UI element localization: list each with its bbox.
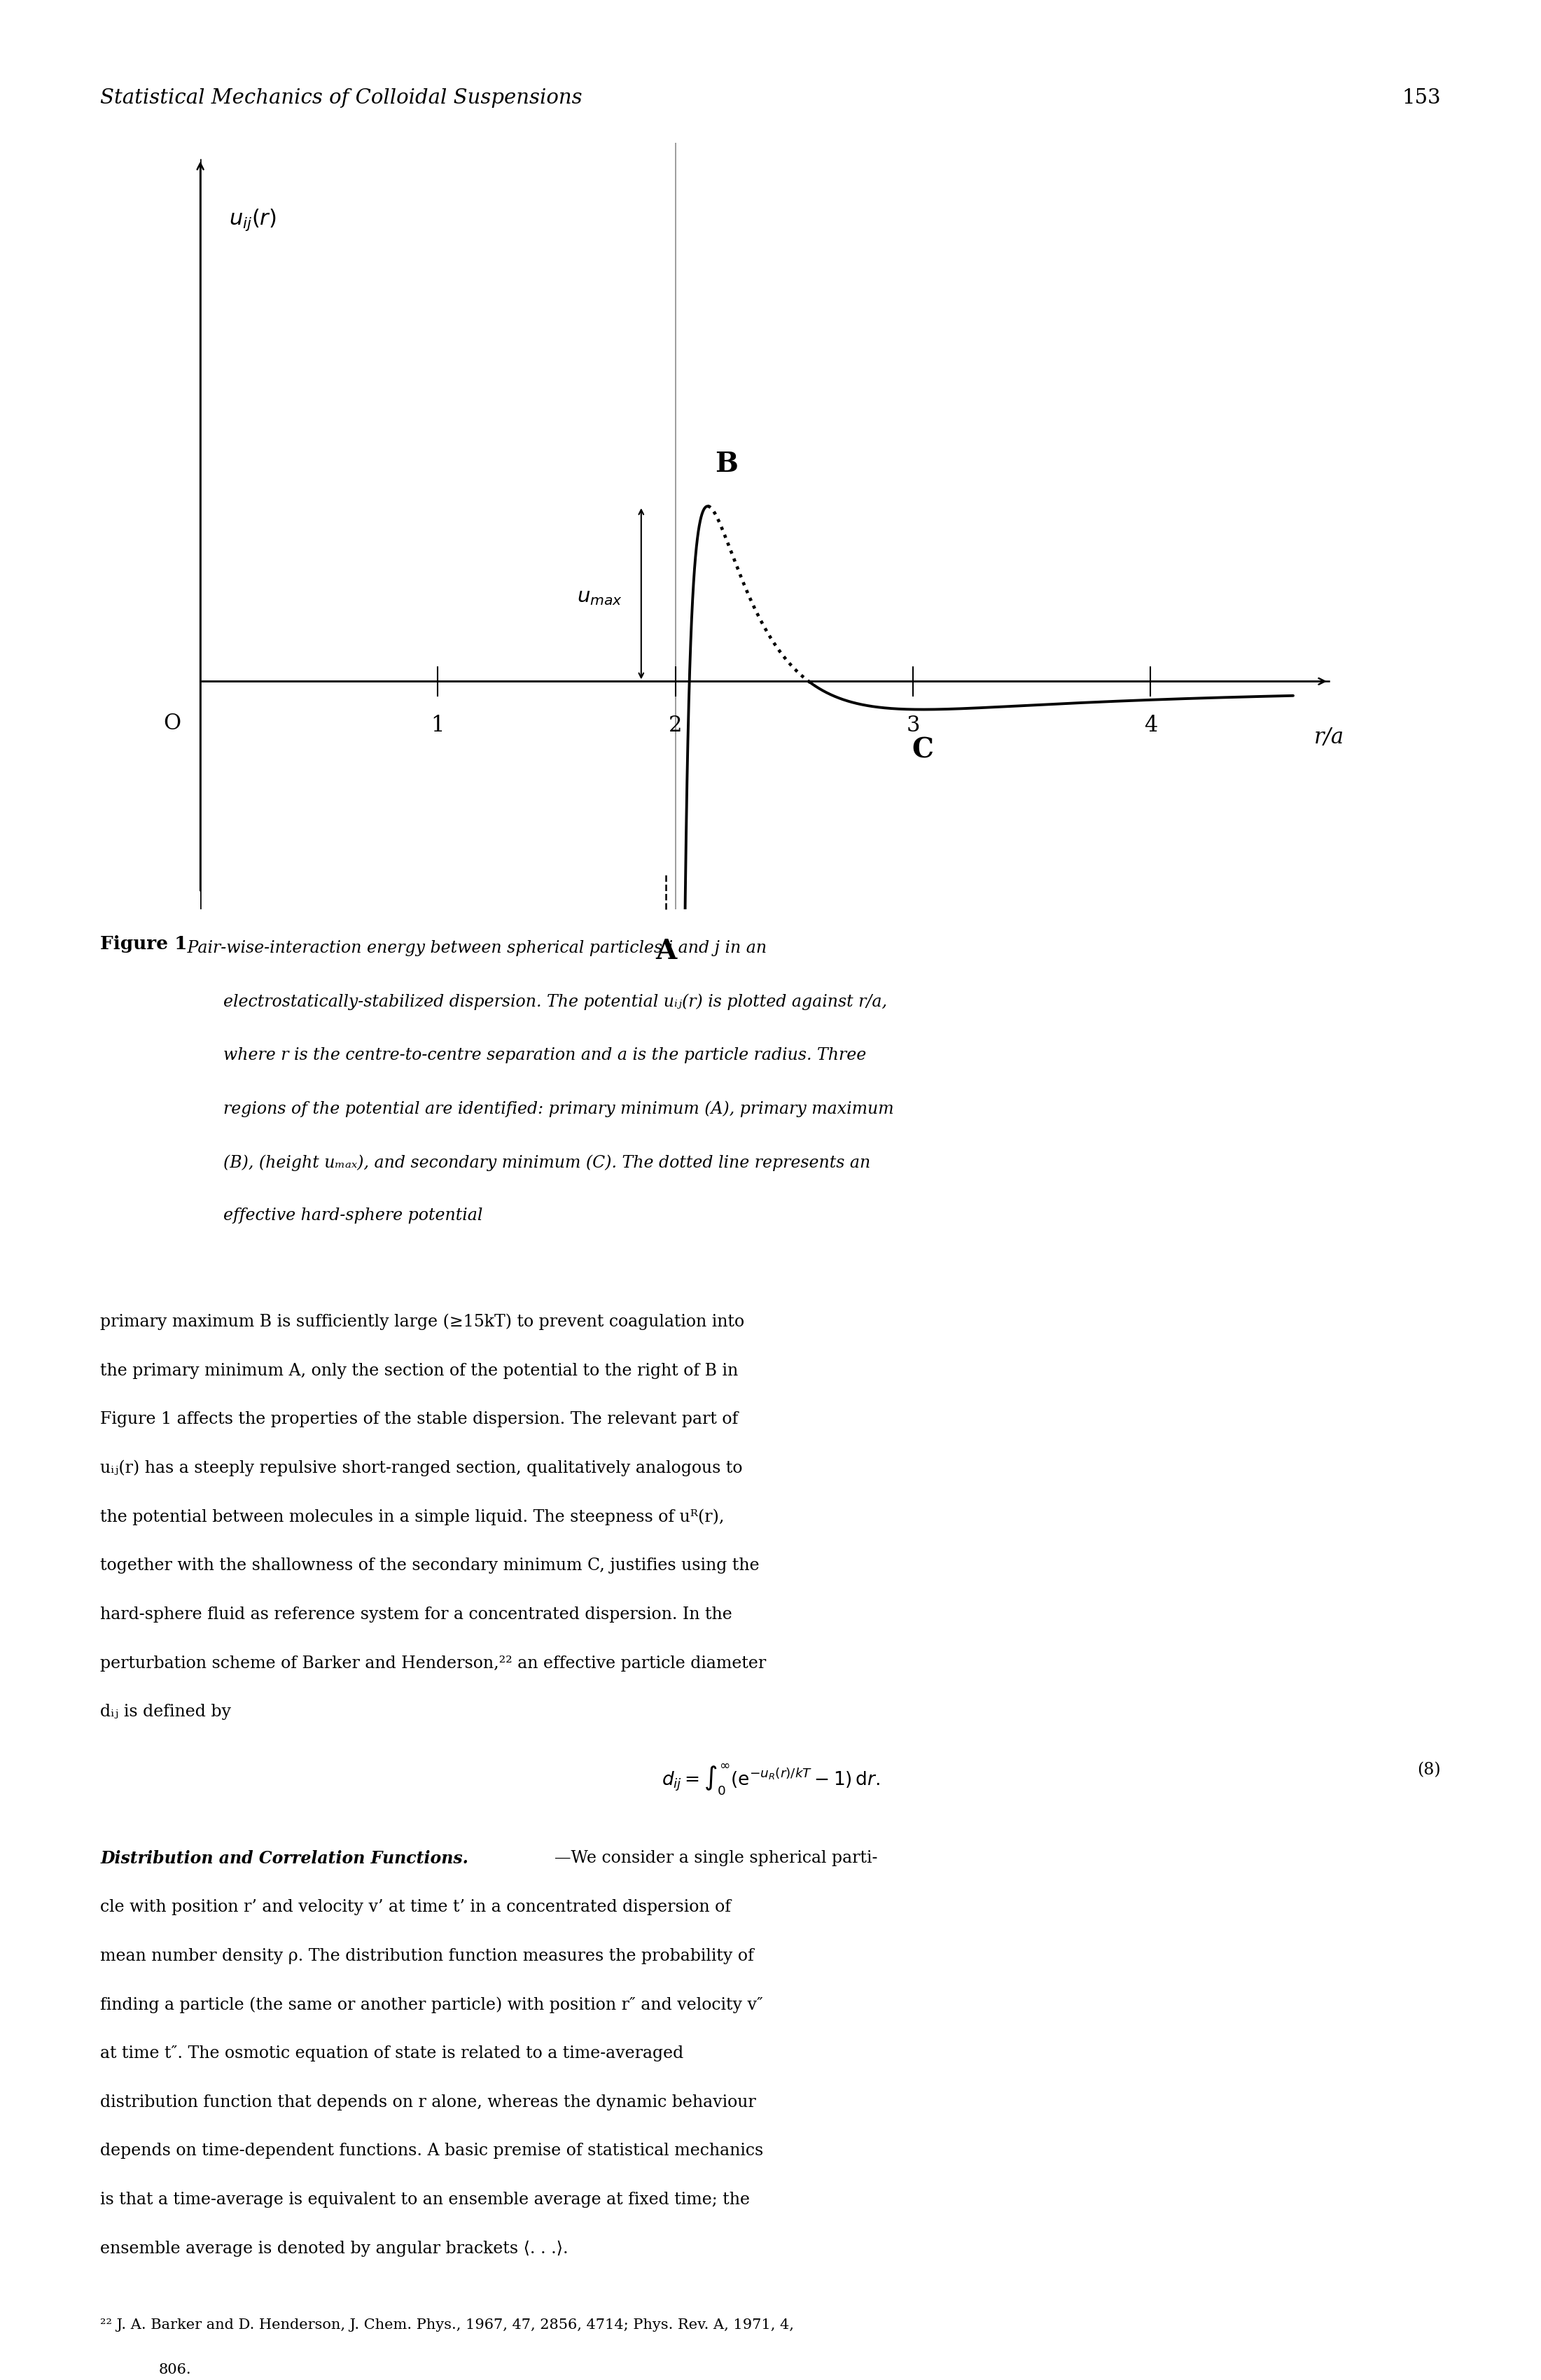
Text: Pair-wise-interaction energy between spherical particles i and j in an: Pair-wise-interaction energy between sph… [182,940,766,957]
Text: at time t″. The osmotic equation of state is related to a time-averaged: at time t″. The osmotic equation of stat… [100,2044,684,2061]
Text: 806.: 806. [159,2363,191,2378]
Text: the potential between molecules in a simple liquid. The steepness of uᴿ(r),: the potential between molecules in a sim… [100,1509,724,1526]
Text: where r is the centre-to-centre separation and a is the particle radius. Three: where r is the centre-to-centre separati… [223,1047,866,1064]
Text: ²² J. A. Barker and D. Henderson, J. Chem. Phys., 1967, 47, 2856, 4714; Phys. Re: ²² J. A. Barker and D. Henderson, J. Che… [100,2318,794,2332]
Text: distribution function that depends on r alone, whereas the dynamic behaviour: distribution function that depends on r … [100,2094,757,2111]
Text: uᵢⱼ(r) has a steeply repulsive short-ranged section, qualitatively analogous to: uᵢⱼ(r) has a steeply repulsive short-ran… [100,1461,743,1476]
Text: Figure 1: Figure 1 [100,935,188,952]
Text: 4: 4 [1143,714,1157,735]
Text: regions of the potential are identified: primary minimum (A), primary maximum: regions of the potential are identified:… [223,1100,894,1116]
Text: finding a particle (the same or another particle) with position r″ and velocity : finding a particle (the same or another … [100,1997,763,2013]
Text: cle with position r’ and velocity v’ at time t’ in a concentrated dispersion of: cle with position r’ and velocity v’ at … [100,1899,730,1916]
Text: Figure 1 affects the properties of the stable dispersion. The relevant part of: Figure 1 affects the properties of the s… [100,1411,738,1428]
Text: $u_{ij}(r)$: $u_{ij}(r)$ [228,207,276,233]
Text: primary maximum B is sufficiently large (≥15kT) to prevent coagulation into: primary maximum B is sufficiently large … [100,1314,744,1330]
Text: A: A [655,938,676,964]
Text: —We consider a single spherical parti-: —We consider a single spherical parti- [555,1849,878,1866]
Text: ensemble average is denoted by angular brackets ⟨. . .⟩.: ensemble average is denoted by angular b… [100,2240,569,2256]
Text: together with the shallowness of the secondary minimum C, justifies using the: together with the shallowness of the sec… [100,1559,760,1573]
Text: r/a: r/a [1314,726,1344,750]
Text: is that a time-average is equivalent to an ensemble average at fixed time; the: is that a time-average is equivalent to … [100,2192,750,2209]
Text: Distribution and Correlation Functions.: Distribution and Correlation Functions. [100,1849,468,1866]
Text: $u_{max}$: $u_{max}$ [576,588,623,607]
Text: 153: 153 [1402,88,1441,107]
Text: 1: 1 [431,714,445,735]
Text: Statistical Mechanics of Colloidal Suspensions: Statistical Mechanics of Colloidal Suspe… [100,88,582,107]
Text: dᵢⱼ is defined by: dᵢⱼ is defined by [100,1704,231,1721]
Text: B: B [715,450,738,478]
Text: 2: 2 [669,714,683,735]
Text: mean number density ρ. The distribution function measures the probability of: mean number density ρ. The distribution … [100,1947,754,1963]
Text: perturbation scheme of Barker and Henderson,²² an effective particle diameter: perturbation scheme of Barker and Hender… [100,1656,766,1671]
Text: hard-sphere fluid as reference system for a concentrated dispersion. In the: hard-sphere fluid as reference system fo… [100,1606,732,1623]
Text: $d_{ij} = \int_0^{\infty}(\mathrm{e}^{-u_R(r)/kT} - 1)\,\mathrm{d}r.$: $d_{ij} = \int_0^{\infty}(\mathrm{e}^{-u… [661,1764,880,1797]
Text: C: C [912,735,934,764]
Text: effective hard-sphere potential: effective hard-sphere potential [223,1209,482,1223]
Text: O: O [163,712,180,733]
Text: (8): (8) [1418,1764,1441,1778]
Text: the primary minimum A, only the section of the potential to the right of B in: the primary minimum A, only the section … [100,1361,738,1378]
Text: (B), (height uₘₐₓ), and secondary minimum (C). The dotted line represents an: (B), (height uₘₐₓ), and secondary minimu… [223,1154,871,1171]
Text: electrostatically-stabilized dispersion. The potential uᵢⱼ(r) is plotted against: electrostatically-stabilized dispersion.… [223,995,888,1009]
Text: depends on time-dependent functions. A basic premise of statistical mechanics: depends on time-dependent functions. A b… [100,2142,763,2159]
Text: 3: 3 [906,714,920,735]
